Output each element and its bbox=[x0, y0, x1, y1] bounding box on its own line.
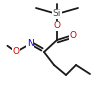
Text: N: N bbox=[27, 40, 33, 49]
Text: O: O bbox=[69, 31, 76, 40]
Text: O: O bbox=[13, 47, 20, 56]
Text: Si: Si bbox=[53, 10, 61, 19]
Text: O: O bbox=[54, 22, 60, 31]
